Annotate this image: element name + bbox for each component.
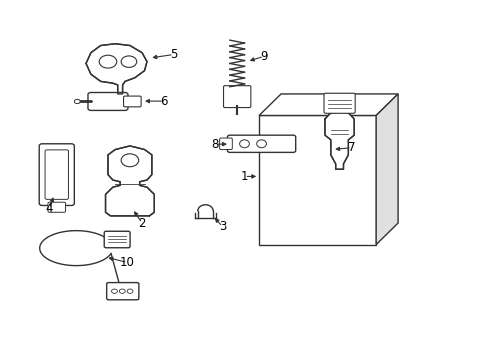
Circle shape (99, 55, 117, 68)
FancyBboxPatch shape (106, 283, 139, 300)
Polygon shape (325, 112, 353, 169)
Text: 1: 1 (240, 170, 248, 183)
Polygon shape (375, 94, 397, 244)
Text: 7: 7 (347, 141, 355, 154)
Ellipse shape (239, 140, 249, 148)
Polygon shape (105, 146, 154, 216)
FancyBboxPatch shape (48, 202, 65, 212)
Polygon shape (86, 44, 147, 94)
Circle shape (111, 289, 117, 293)
FancyBboxPatch shape (219, 138, 232, 149)
Circle shape (127, 289, 133, 293)
FancyBboxPatch shape (324, 93, 354, 113)
FancyBboxPatch shape (39, 144, 74, 206)
FancyBboxPatch shape (45, 150, 68, 199)
FancyBboxPatch shape (88, 93, 128, 111)
Text: 4: 4 (45, 202, 53, 215)
Text: 6: 6 (160, 95, 167, 108)
Text: 3: 3 (219, 220, 226, 233)
FancyBboxPatch shape (104, 231, 130, 248)
FancyBboxPatch shape (227, 135, 295, 152)
Polygon shape (259, 94, 397, 116)
Text: 2: 2 (138, 216, 145, 230)
Circle shape (121, 56, 137, 67)
Circle shape (121, 154, 139, 167)
Ellipse shape (256, 140, 266, 148)
Circle shape (74, 99, 80, 104)
FancyBboxPatch shape (123, 96, 141, 107)
Text: 5: 5 (170, 48, 177, 61)
Text: 9: 9 (260, 50, 267, 63)
Circle shape (119, 289, 125, 293)
Bar (259, 116, 375, 244)
Text: 8: 8 (211, 138, 219, 150)
FancyBboxPatch shape (223, 86, 250, 108)
Text: 10: 10 (120, 256, 135, 269)
